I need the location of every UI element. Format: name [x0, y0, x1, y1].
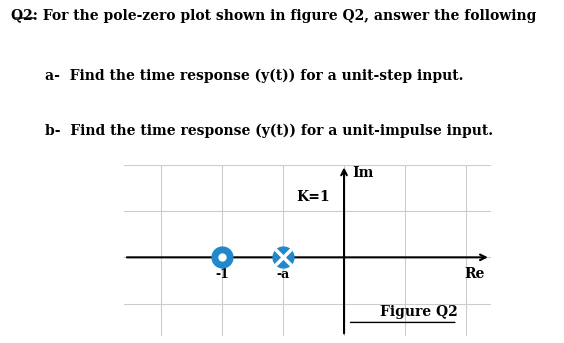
Text: Im: Im	[352, 166, 374, 180]
Text: Re: Re	[464, 267, 484, 281]
Text: a-  Find the time response (y(t)) for a unit-step input.: a- Find the time response (y(t)) for a u…	[45, 69, 464, 83]
Text: -a: -a	[276, 269, 289, 282]
Text: Q2: For the pole-zero plot shown in figure Q2, answer the following: Q2: For the pole-zero plot shown in figu…	[11, 9, 537, 23]
Text: b-  Find the time response (y(t)) for a unit-impulse input.: b- Find the time response (y(t)) for a u…	[45, 123, 494, 138]
Text: Figure Q2: Figure Q2	[380, 305, 458, 319]
Text: K=1: K=1	[297, 190, 331, 204]
Text: -1: -1	[215, 269, 229, 282]
